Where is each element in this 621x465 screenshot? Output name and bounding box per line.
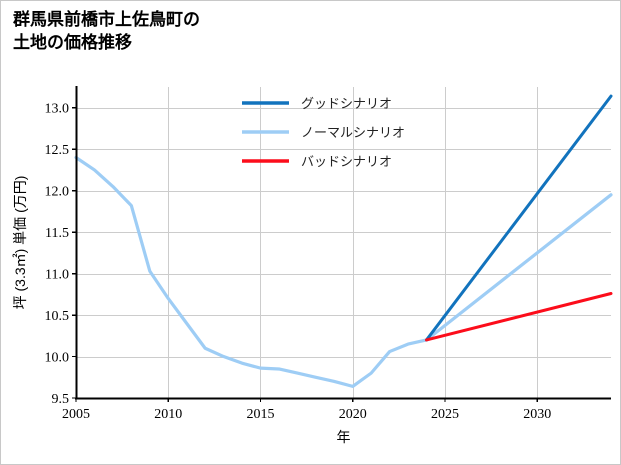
x-tick-label: 2020 <box>339 407 367 422</box>
y-tick-label: 9.5 <box>52 392 70 407</box>
legend-label-normal: ノーマルシナリオ <box>301 125 405 140</box>
series-line-normal <box>74 155 613 388</box>
x-tick-label: 2015 <box>246 407 274 422</box>
y-tick-label: 12.0 <box>45 185 70 200</box>
y-tick-label: 10.5 <box>45 309 70 324</box>
legend-label-good: グッドシナリオ <box>301 96 392 111</box>
y-tick-label: 12.5 <box>45 143 70 158</box>
y-tick-label: 11.0 <box>45 268 69 283</box>
x-tick-label: 2025 <box>431 407 459 422</box>
legend-label-bad: バッドシナリオ <box>301 154 392 169</box>
series-line-good <box>425 94 613 342</box>
y-tick-label: 10.0 <box>45 351 70 366</box>
x-axis-title: 年 <box>337 429 351 445</box>
page-title: 群馬県前橋市上佐鳥町の 土地の価格推移 <box>13 10 200 52</box>
x-tick-label: 2030 <box>523 407 551 422</box>
y-tick-label: 11.5 <box>45 226 69 241</box>
x-tick-label: 2010 <box>154 407 182 422</box>
x-tick-label: 2005 <box>62 407 90 422</box>
y-axis-title: 坪 (3.3㎡) 単価 (万円) <box>12 176 28 310</box>
y-tick-label: 13.0 <box>45 102 70 117</box>
series-line-bad <box>425 292 613 342</box>
